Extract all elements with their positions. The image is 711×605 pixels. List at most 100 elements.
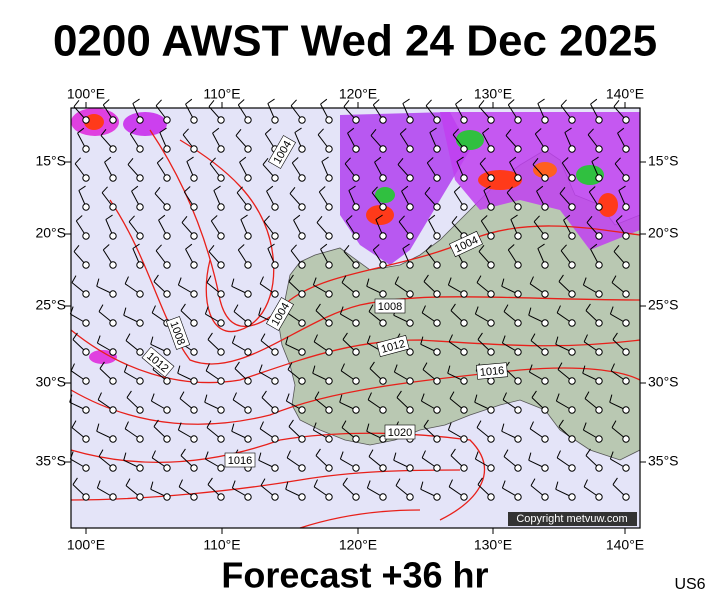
barb-station [136, 116, 144, 124]
barb-station [217, 377, 225, 385]
barb-station [595, 261, 603, 269]
barb-station [541, 406, 549, 414]
barb-flag [320, 98, 328, 105]
barb-flag [560, 99, 567, 107]
barb-station [109, 493, 117, 501]
barb-station [406, 203, 414, 211]
barb-flag [537, 98, 545, 104]
barb-station [487, 145, 495, 153]
barb-station [379, 377, 387, 385]
barb-flag [131, 185, 139, 192]
barb-station [379, 290, 387, 298]
barb-flag [425, 244, 432, 252]
barb-station [244, 348, 252, 356]
barb-station [163, 406, 171, 414]
barb-station [136, 232, 144, 240]
barb-station [352, 406, 360, 414]
barb-station [433, 493, 441, 501]
barb-flag [320, 243, 328, 250]
barb-flag [151, 450, 156, 459]
barb-flag [204, 394, 208, 403]
barb-flag [186, 156, 194, 162]
barb-flag [151, 305, 156, 314]
barb-flag [530, 333, 536, 341]
barb-station [460, 319, 468, 327]
isobar-label: 1020 [384, 424, 416, 440]
barb-station [487, 261, 495, 269]
barb-flag [266, 185, 274, 192]
barb-station [271, 493, 279, 501]
barb-station [271, 435, 279, 443]
barb-station [514, 348, 522, 356]
code: US6 [674, 576, 705, 593]
barb-station [109, 319, 117, 327]
barb-station [541, 464, 549, 472]
footer: Forecast +36 hr [221, 555, 488, 596]
barb-flag [124, 421, 129, 430]
barb-station [406, 145, 414, 153]
barb-flag [183, 186, 191, 193]
barb-station [82, 406, 90, 414]
barb-station [514, 464, 522, 472]
bottom-axis-label: 100°E [67, 537, 105, 553]
barb-station [298, 319, 306, 327]
isobar-label: 1016 [224, 452, 256, 468]
barb-station [325, 435, 333, 443]
bottom-axis-label: 140°E [606, 537, 644, 553]
barb-station [460, 464, 468, 472]
barb-station [433, 290, 441, 298]
barb-station [541, 203, 549, 211]
barb-station [82, 319, 90, 327]
barb-flag [590, 98, 598, 105]
barb-flag [583, 334, 588, 343]
barb-flag [123, 307, 127, 316]
barb-flag [428, 214, 436, 221]
barb-flag [368, 304, 374, 312]
barb-station [163, 145, 171, 153]
barb-flag [503, 304, 509, 312]
barb-station [379, 174, 387, 182]
barb-flag [617, 127, 625, 134]
barb-station [325, 377, 333, 385]
barb-station [406, 116, 414, 124]
barb-station [622, 406, 630, 414]
barb-flag [239, 156, 247, 163]
barb-flag [612, 332, 618, 340]
barb-flag [212, 127, 220, 134]
barb-flag [153, 419, 159, 427]
barb-flag [618, 185, 626, 191]
barb-station [595, 406, 603, 414]
barb-flag [557, 362, 563, 370]
barb-flag [556, 305, 561, 314]
bottom-axis-label: 130°E [474, 537, 512, 553]
isobar-label-box [376, 334, 410, 358]
barb-flag [537, 243, 545, 249]
barb-station [568, 377, 576, 385]
barb-station [136, 406, 144, 414]
barb-station [109, 203, 117, 211]
barb-station [136, 261, 144, 269]
barb-flag [289, 186, 296, 194]
barb-flag [421, 305, 426, 314]
barb-station [487, 464, 495, 472]
barb-flag [321, 156, 329, 162]
barb-flag [397, 157, 404, 165]
barb-station [433, 348, 441, 356]
barb-station [379, 464, 387, 472]
barb-station [271, 232, 279, 240]
barb-station [568, 406, 576, 414]
barb-flag [344, 157, 351, 165]
barb-station [460, 203, 468, 211]
barb-flag [393, 364, 398, 373]
barb-station [163, 174, 171, 182]
barb-station [352, 203, 360, 211]
barb-station [460, 348, 468, 356]
barb-flag [155, 244, 162, 252]
isobar-label-box [141, 346, 175, 378]
barb-flag [372, 99, 380, 106]
barb-station [325, 261, 333, 269]
barb-station [271, 290, 279, 298]
barb-flag [342, 332, 348, 340]
barb-station [379, 493, 387, 501]
